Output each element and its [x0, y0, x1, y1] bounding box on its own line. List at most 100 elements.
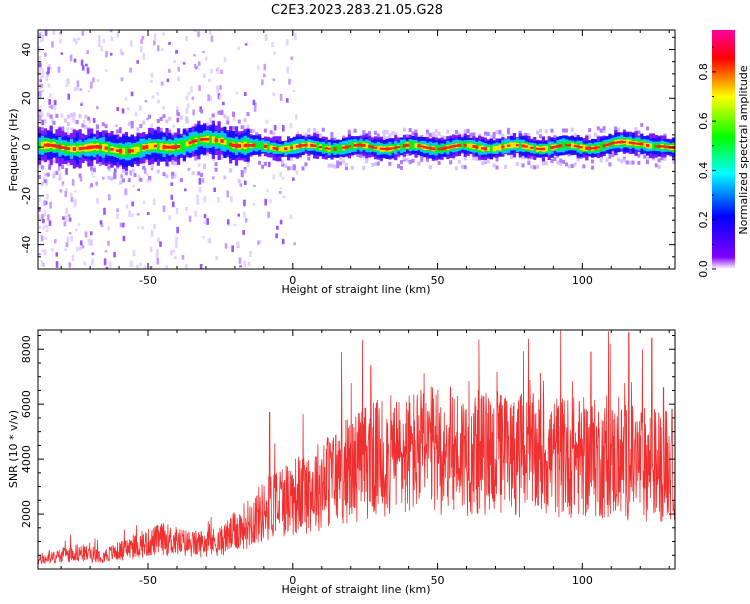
colorbar-tick-label: 0.2 — [697, 211, 710, 229]
band-cell — [663, 145, 667, 148]
noise-cell — [290, 56, 294, 61]
noise-cell — [92, 175, 96, 178]
halo-cell — [226, 120, 230, 125]
halo-cell — [246, 112, 250, 117]
band-cell — [289, 146, 294, 149]
noise-cell — [119, 222, 123, 228]
noise-cell — [49, 201, 52, 209]
noise-cell — [193, 54, 196, 57]
noise-cell — [104, 250, 108, 253]
band-cell — [205, 137, 210, 141]
noise-cell — [70, 197, 74, 202]
noise-cell — [59, 189, 63, 193]
band-cell — [75, 146, 79, 152]
halo-cell — [307, 128, 311, 133]
halo-cell — [292, 164, 296, 169]
noise-cell — [289, 123, 293, 129]
halo-cell — [203, 163, 207, 168]
noise-cell — [249, 251, 252, 257]
noise-cell — [185, 107, 189, 114]
noise-cell — [258, 240, 262, 244]
noise-cell — [97, 40, 101, 48]
band-cell — [654, 145, 658, 148]
halo-cell — [521, 133, 525, 138]
noise-cell — [40, 68, 44, 71]
halo-cell — [78, 114, 82, 119]
noise-cell — [252, 203, 256, 206]
noise-cell — [136, 60, 139, 64]
halo-cell — [165, 174, 169, 179]
band-cell — [591, 147, 595, 150]
halo-cell — [588, 128, 592, 133]
noise-cell — [124, 188, 128, 196]
noise-cell — [48, 63, 52, 68]
x-tick-label: -50 — [139, 274, 157, 287]
band-cell — [356, 143, 360, 147]
noise-cell — [197, 31, 200, 37]
noise-cell — [96, 106, 99, 110]
band-cell — [78, 146, 82, 151]
halo-cell — [237, 119, 241, 124]
noise-cell — [203, 214, 207, 219]
noise-cell — [44, 52, 47, 57]
noise-cell — [95, 181, 98, 186]
noise-cell — [105, 266, 109, 269]
halo-cell — [249, 128, 253, 133]
band-cell — [81, 146, 85, 150]
halo-cell — [159, 116, 163, 121]
band-cell — [121, 148, 126, 155]
band-cell — [368, 145, 372, 148]
band-cell — [454, 144, 459, 147]
noise-cell — [46, 65, 50, 68]
x-tick-label: 0 — [289, 274, 296, 287]
noise-cell — [92, 77, 95, 83]
band-cell — [452, 144, 456, 148]
halo-cell — [284, 163, 288, 168]
halo-cell — [556, 160, 560, 165]
noise-cell — [41, 34, 45, 42]
noise-cell — [110, 36, 114, 41]
halo-cell — [321, 127, 325, 132]
halo-cell — [504, 164, 508, 169]
band-cell — [200, 137, 204, 142]
band-cell — [116, 149, 120, 152]
noise-cell — [119, 127, 122, 134]
noise-cell — [232, 114, 236, 121]
noise-cell — [62, 268, 65, 269]
noise-cell — [86, 67, 90, 74]
noise-cell — [64, 190, 68, 198]
band-cell — [295, 145, 299, 148]
halo-cell — [344, 163, 348, 168]
halo-cell — [466, 128, 470, 133]
halo-cell — [382, 133, 386, 138]
noise-cell — [46, 225, 49, 229]
noise-cell — [73, 190, 77, 193]
noise-cell — [187, 167, 191, 171]
halo-cell — [628, 160, 632, 165]
noise-cell — [113, 251, 116, 258]
noise-cell — [210, 68, 213, 74]
noise-cell — [85, 63, 88, 67]
halo-cell — [136, 127, 140, 132]
band-cell — [646, 143, 650, 148]
halo-cell — [84, 125, 88, 130]
noise-cell — [191, 96, 195, 100]
band-cell — [101, 143, 105, 152]
halo-cell — [176, 112, 180, 117]
halo-cell — [617, 157, 621, 162]
band-cell — [237, 143, 241, 148]
noise-cell — [217, 197, 220, 203]
noise-cell — [226, 190, 230, 198]
noise-cell — [144, 99, 148, 103]
spectrogram-ylabel: Frequency (Hz) — [7, 109, 20, 192]
noise-cell — [244, 218, 248, 223]
noise-cell — [119, 48, 123, 55]
halo-cell — [385, 136, 389, 141]
noise-cell — [170, 194, 174, 200]
band-cell — [527, 145, 531, 150]
band-cell — [168, 145, 172, 149]
halo-cell — [414, 129, 418, 134]
band-cell — [284, 147, 288, 151]
halo-cell — [87, 116, 91, 121]
noise-cell — [162, 106, 166, 110]
